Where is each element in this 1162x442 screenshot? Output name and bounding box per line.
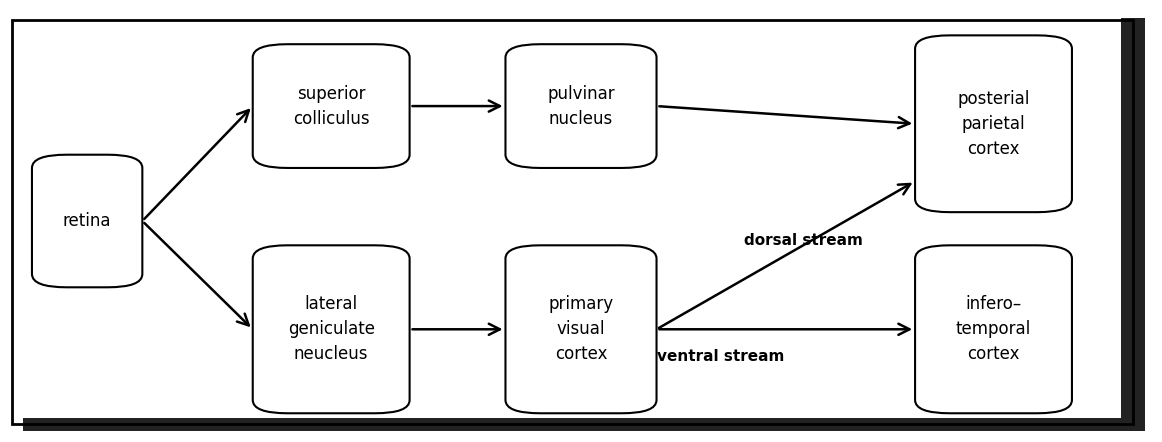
FancyBboxPatch shape [916,35,1071,212]
FancyBboxPatch shape [505,44,657,168]
FancyBboxPatch shape [31,155,142,287]
FancyBboxPatch shape [252,44,409,168]
Text: primary
visual
cortex: primary visual cortex [548,295,614,363]
Text: pulvinar
nucleus: pulvinar nucleus [547,84,615,128]
FancyBboxPatch shape [505,245,657,413]
FancyBboxPatch shape [916,245,1071,413]
Text: lateral
geniculate
neucleus: lateral geniculate neucleus [288,295,374,363]
Text: ventral stream: ventral stream [657,349,784,364]
Text: superior
colliculus: superior colliculus [293,84,370,128]
Text: retina: retina [63,212,112,230]
FancyBboxPatch shape [23,418,1145,431]
Text: posterial
parietal
cortex: posterial parietal cortex [957,90,1030,158]
Text: infero–
temporal
cortex: infero– temporal cortex [956,295,1031,363]
FancyBboxPatch shape [252,245,409,413]
Text: dorsal stream: dorsal stream [744,233,862,248]
FancyBboxPatch shape [1121,18,1145,431]
